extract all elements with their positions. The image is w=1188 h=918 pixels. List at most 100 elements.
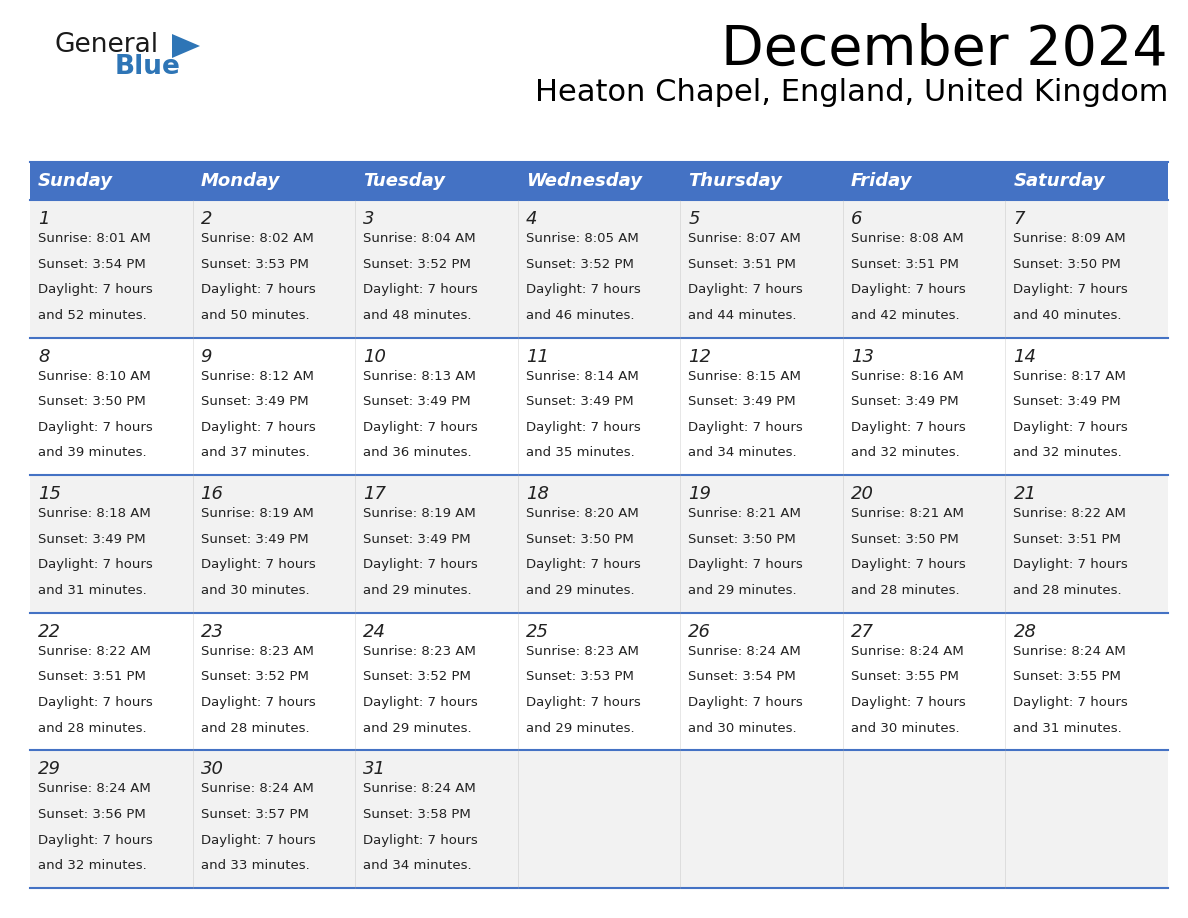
Text: Sunrise: 8:19 AM: Sunrise: 8:19 AM bbox=[201, 508, 314, 521]
Text: Sunset: 3:52 PM: Sunset: 3:52 PM bbox=[526, 258, 633, 271]
Text: Sunrise: 8:01 AM: Sunrise: 8:01 AM bbox=[38, 232, 151, 245]
Text: and 48 minutes.: and 48 minutes. bbox=[364, 308, 472, 322]
Text: Sunset: 3:49 PM: Sunset: 3:49 PM bbox=[364, 396, 470, 409]
Text: Sunrise: 8:24 AM: Sunrise: 8:24 AM bbox=[851, 644, 963, 658]
Text: 6: 6 bbox=[851, 210, 862, 228]
Text: Daylight: 7 hours: Daylight: 7 hours bbox=[364, 696, 478, 709]
Text: Daylight: 7 hours: Daylight: 7 hours bbox=[201, 420, 315, 434]
Text: and 31 minutes.: and 31 minutes. bbox=[38, 584, 147, 597]
Text: Sunrise: 8:24 AM: Sunrise: 8:24 AM bbox=[201, 782, 314, 795]
Text: and 36 minutes.: and 36 minutes. bbox=[364, 446, 472, 459]
Text: Tuesday: Tuesday bbox=[364, 172, 446, 190]
Text: Sunrise: 8:21 AM: Sunrise: 8:21 AM bbox=[851, 508, 963, 521]
Text: 15: 15 bbox=[38, 486, 61, 503]
Text: Daylight: 7 hours: Daylight: 7 hours bbox=[38, 558, 153, 571]
Text: Sunrise: 8:07 AM: Sunrise: 8:07 AM bbox=[688, 232, 801, 245]
Text: 30: 30 bbox=[201, 760, 223, 778]
Text: 16: 16 bbox=[201, 486, 223, 503]
Bar bbox=[30, 162, 192, 200]
Text: Sunrise: 8:12 AM: Sunrise: 8:12 AM bbox=[201, 370, 314, 383]
Text: Daylight: 7 hours: Daylight: 7 hours bbox=[688, 420, 803, 434]
Text: Thursday: Thursday bbox=[688, 172, 782, 190]
Text: Sunset: 3:51 PM: Sunset: 3:51 PM bbox=[688, 258, 796, 271]
Text: 27: 27 bbox=[851, 622, 874, 641]
Text: Sunset: 3:51 PM: Sunset: 3:51 PM bbox=[1013, 532, 1121, 546]
Bar bbox=[30, 200, 1168, 338]
Text: 23: 23 bbox=[201, 622, 223, 641]
Text: 4: 4 bbox=[526, 210, 537, 228]
Text: and 42 minutes.: and 42 minutes. bbox=[851, 308, 960, 322]
Text: Sunrise: 8:16 AM: Sunrise: 8:16 AM bbox=[851, 370, 963, 383]
Text: Daylight: 7 hours: Daylight: 7 hours bbox=[526, 558, 640, 571]
Text: 1: 1 bbox=[38, 210, 50, 228]
Text: 25: 25 bbox=[526, 622, 549, 641]
Text: 28: 28 bbox=[1013, 622, 1036, 641]
Text: Sunset: 3:52 PM: Sunset: 3:52 PM bbox=[364, 258, 470, 271]
Text: Sunrise: 8:21 AM: Sunrise: 8:21 AM bbox=[688, 508, 801, 521]
Text: and 28 minutes.: and 28 minutes. bbox=[1013, 584, 1121, 597]
Text: Sunset: 3:56 PM: Sunset: 3:56 PM bbox=[38, 808, 146, 821]
Text: Sunset: 3:49 PM: Sunset: 3:49 PM bbox=[851, 396, 959, 409]
Text: Daylight: 7 hours: Daylight: 7 hours bbox=[201, 558, 315, 571]
Text: 2: 2 bbox=[201, 210, 213, 228]
Text: and 29 minutes.: and 29 minutes. bbox=[526, 722, 634, 734]
Text: Sunset: 3:55 PM: Sunset: 3:55 PM bbox=[1013, 670, 1121, 683]
Text: and 52 minutes.: and 52 minutes. bbox=[38, 308, 147, 322]
Text: 14: 14 bbox=[1013, 348, 1036, 365]
Text: 13: 13 bbox=[851, 348, 874, 365]
Text: 29: 29 bbox=[38, 760, 61, 778]
Text: Daylight: 7 hours: Daylight: 7 hours bbox=[38, 834, 153, 846]
Text: Sunrise: 8:02 AM: Sunrise: 8:02 AM bbox=[201, 232, 314, 245]
Text: 20: 20 bbox=[851, 486, 874, 503]
Text: Daylight: 7 hours: Daylight: 7 hours bbox=[851, 284, 966, 297]
Text: Sunset: 3:51 PM: Sunset: 3:51 PM bbox=[38, 670, 146, 683]
Text: Daylight: 7 hours: Daylight: 7 hours bbox=[364, 834, 478, 846]
Text: 24: 24 bbox=[364, 622, 386, 641]
Text: 17: 17 bbox=[364, 486, 386, 503]
Text: Sunset: 3:58 PM: Sunset: 3:58 PM bbox=[364, 808, 470, 821]
Text: Sunset: 3:50 PM: Sunset: 3:50 PM bbox=[38, 396, 146, 409]
Text: Sunset: 3:49 PM: Sunset: 3:49 PM bbox=[364, 532, 470, 546]
Text: Daylight: 7 hours: Daylight: 7 hours bbox=[851, 558, 966, 571]
Text: Daylight: 7 hours: Daylight: 7 hours bbox=[201, 284, 315, 297]
Text: Sunset: 3:49 PM: Sunset: 3:49 PM bbox=[201, 532, 308, 546]
Text: Blue: Blue bbox=[115, 54, 181, 80]
Polygon shape bbox=[172, 34, 200, 58]
Text: Sunset: 3:49 PM: Sunset: 3:49 PM bbox=[201, 396, 308, 409]
Text: Sunrise: 8:15 AM: Sunrise: 8:15 AM bbox=[688, 370, 801, 383]
Text: and 34 minutes.: and 34 minutes. bbox=[688, 446, 797, 459]
Text: and 44 minutes.: and 44 minutes. bbox=[688, 308, 797, 322]
Text: 9: 9 bbox=[201, 348, 213, 365]
Text: Daylight: 7 hours: Daylight: 7 hours bbox=[526, 420, 640, 434]
Text: and 34 minutes.: and 34 minutes. bbox=[364, 859, 472, 872]
Bar bbox=[192, 162, 355, 200]
Text: Sunrise: 8:08 AM: Sunrise: 8:08 AM bbox=[851, 232, 963, 245]
Text: Daylight: 7 hours: Daylight: 7 hours bbox=[38, 420, 153, 434]
Text: 11: 11 bbox=[526, 348, 549, 365]
Text: and 30 minutes.: and 30 minutes. bbox=[201, 584, 309, 597]
Text: Daylight: 7 hours: Daylight: 7 hours bbox=[38, 284, 153, 297]
Text: 10: 10 bbox=[364, 348, 386, 365]
Text: Sunset: 3:52 PM: Sunset: 3:52 PM bbox=[364, 670, 470, 683]
Text: Daylight: 7 hours: Daylight: 7 hours bbox=[38, 696, 153, 709]
Bar bbox=[30, 750, 1168, 888]
Text: and 50 minutes.: and 50 minutes. bbox=[201, 308, 309, 322]
Text: Daylight: 7 hours: Daylight: 7 hours bbox=[201, 696, 315, 709]
Text: and 28 minutes.: and 28 minutes. bbox=[851, 584, 960, 597]
Text: Sunrise: 8:23 AM: Sunrise: 8:23 AM bbox=[364, 644, 476, 658]
Text: 31: 31 bbox=[364, 760, 386, 778]
Text: Sunrise: 8:24 AM: Sunrise: 8:24 AM bbox=[688, 644, 801, 658]
Text: Daylight: 7 hours: Daylight: 7 hours bbox=[364, 284, 478, 297]
Text: 5: 5 bbox=[688, 210, 700, 228]
Text: Sunrise: 8:20 AM: Sunrise: 8:20 AM bbox=[526, 508, 638, 521]
Text: Sunset: 3:49 PM: Sunset: 3:49 PM bbox=[688, 396, 796, 409]
Text: Sunset: 3:50 PM: Sunset: 3:50 PM bbox=[1013, 258, 1121, 271]
Text: Sunset: 3:53 PM: Sunset: 3:53 PM bbox=[526, 670, 633, 683]
Text: Sunrise: 8:10 AM: Sunrise: 8:10 AM bbox=[38, 370, 151, 383]
Text: Sunset: 3:54 PM: Sunset: 3:54 PM bbox=[38, 258, 146, 271]
Text: Saturday: Saturday bbox=[1013, 172, 1105, 190]
Text: and 40 minutes.: and 40 minutes. bbox=[1013, 308, 1121, 322]
Text: Daylight: 7 hours: Daylight: 7 hours bbox=[526, 696, 640, 709]
Bar bbox=[355, 162, 518, 200]
Text: Sunset: 3:52 PM: Sunset: 3:52 PM bbox=[201, 670, 309, 683]
